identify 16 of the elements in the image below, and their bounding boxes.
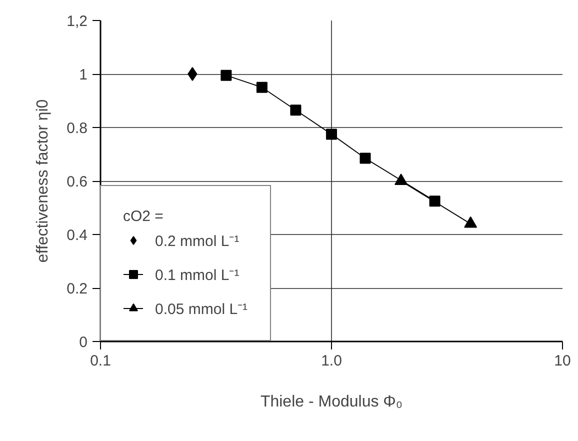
y-tick-label: 1,2: [66, 13, 88, 30]
legend-title: cO2 =: [123, 208, 164, 225]
x-axis-title: Thiele - Modulus Φ₀: [260, 394, 403, 410]
legend-label: 0.1 mmol L⁻¹: [155, 266, 240, 284]
y-axis-title: effectiveness factor ηi0: [34, 99, 52, 263]
legend-label: 0.05 mmol L⁻¹: [155, 300, 248, 318]
x-tick-label: 0.1: [90, 352, 111, 370]
y-tick-label: 0.6: [66, 174, 88, 190]
y-tick-label: 0: [79, 334, 88, 351]
y-tick-label: 0.2: [66, 280, 88, 298]
y-tick-label: 1: [79, 66, 88, 84]
x-tick-label: 10: [554, 352, 571, 370]
y-tick-label: 0.8: [66, 120, 88, 137]
y-tick-label: 0.4: [66, 227, 88, 244]
x-tick-label: 1.0: [321, 352, 342, 370]
legend-label: 0.2 mmol L⁻¹: [155, 232, 240, 250]
